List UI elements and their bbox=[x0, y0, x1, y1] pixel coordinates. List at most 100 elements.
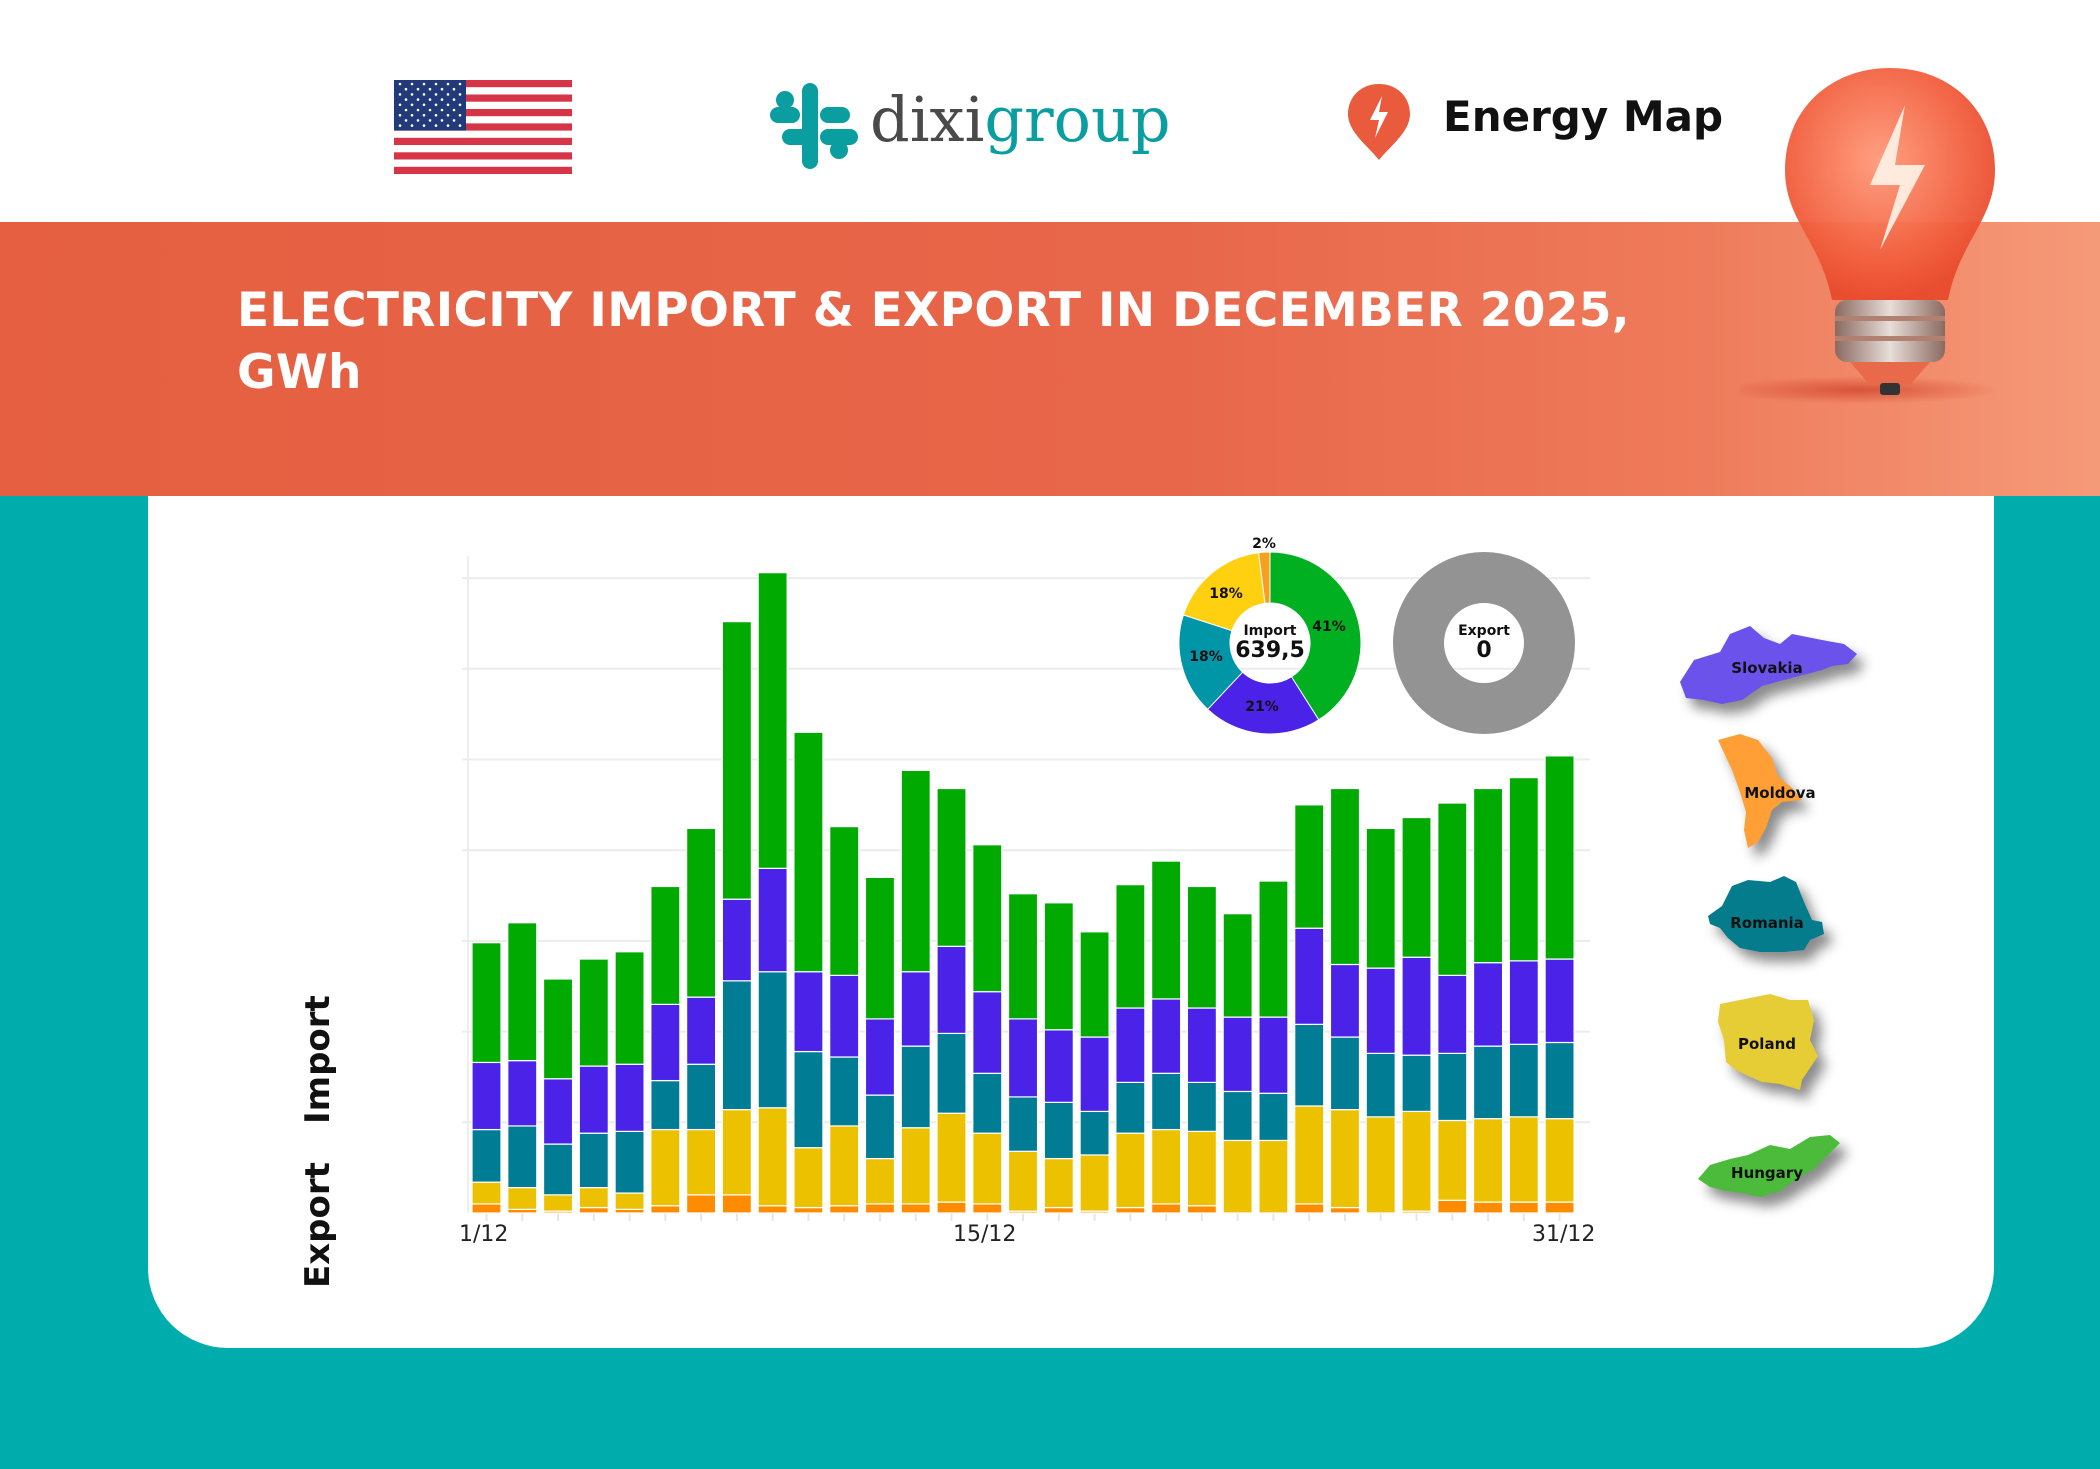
x-tick-label: 31/12 bbox=[1532, 1222, 1596, 1247]
bar-segment-poland bbox=[614, 1192, 645, 1210]
bar-segment-romania bbox=[1079, 1110, 1110, 1156]
bar-segment-hungary bbox=[900, 769, 931, 973]
legend-map-moldova-icon bbox=[1718, 734, 1802, 848]
bar-segment-slovakia bbox=[1186, 1007, 1218, 1083]
bar-segment-slovakia bbox=[1508, 960, 1539, 1045]
bar-segment-hungary bbox=[721, 621, 752, 900]
bar-segment-moldova bbox=[686, 1194, 717, 1214]
bar-segment-moldova bbox=[650, 1205, 681, 1214]
bar-segment-poland bbox=[650, 1128, 681, 1207]
title-banner bbox=[0, 222, 2100, 496]
bar-segment-poland bbox=[578, 1187, 609, 1209]
bar-segment-slovakia bbox=[650, 1003, 681, 1082]
legend-map-romania-icon bbox=[1708, 876, 1824, 952]
bar-segment-poland bbox=[1401, 1110, 1432, 1212]
bar-segment-hungary bbox=[793, 731, 824, 973]
legend-label-hungary: Hungary bbox=[1731, 1164, 1803, 1182]
country-shape bbox=[1680, 626, 1857, 704]
bar-segment-hungary bbox=[507, 922, 538, 1062]
bar-segment-romania bbox=[542, 1143, 574, 1196]
bar-segment-poland bbox=[542, 1194, 574, 1212]
pie-label-romania: 18% bbox=[1189, 649, 1223, 665]
bar-segment-hungary bbox=[1329, 787, 1361, 966]
bar-segment-poland bbox=[1079, 1154, 1110, 1212]
bar-segment-slovakia bbox=[1294, 927, 1325, 1025]
bar-segment-moldova bbox=[757, 1205, 788, 1214]
bar-segment-slovakia bbox=[1437, 974, 1468, 1054]
bar-segment-hungary bbox=[1294, 804, 1325, 929]
bar-segment-poland bbox=[936, 1112, 967, 1203]
bar-segment-romania bbox=[1222, 1090, 1253, 1142]
energy-map-pin-icon bbox=[1348, 84, 1410, 160]
bar-segment-slovakia bbox=[1007, 1018, 1039, 1098]
bar-segment-moldova bbox=[1544, 1201, 1575, 1214]
bar-segment-slovakia bbox=[1222, 1016, 1253, 1093]
bar-segment-romania bbox=[972, 1072, 1003, 1134]
country-shape bbox=[1718, 734, 1802, 848]
bar-segment-slovakia bbox=[1365, 967, 1396, 1054]
pie-label-poland: 18% bbox=[1209, 586, 1243, 602]
bar-segment-slovakia bbox=[507, 1060, 538, 1127]
bar-segment-poland bbox=[1258, 1139, 1289, 1214]
import-center-value: 639,5 bbox=[1235, 638, 1305, 663]
bar-segment-slovakia bbox=[542, 1078, 574, 1145]
bar-segment-moldova bbox=[1151, 1203, 1182, 1214]
bar-segment-hungary bbox=[1151, 860, 1182, 1000]
bar-segment-poland bbox=[900, 1127, 931, 1205]
bar-segment-moldova bbox=[1294, 1203, 1325, 1214]
bar-segment-romania bbox=[936, 1032, 967, 1114]
us-flag-icon[interactable] bbox=[394, 80, 572, 174]
pie-label-slovakia: 21% bbox=[1245, 699, 1279, 715]
bar-segment-hungary bbox=[1508, 777, 1539, 962]
bar-segment-hungary bbox=[650, 885, 681, 1005]
bar-segment-hungary bbox=[1437, 802, 1468, 976]
bar-segment-poland bbox=[686, 1128, 717, 1196]
bar-segment-poland bbox=[829, 1125, 860, 1207]
bar-segment-poland bbox=[793, 1147, 824, 1209]
legend-map-slovakia-icon bbox=[1680, 626, 1857, 704]
bar-segment-hungary bbox=[1186, 885, 1218, 1009]
bar-segment-romania bbox=[721, 980, 752, 1111]
bar-segment-slovakia bbox=[686, 996, 717, 1065]
bar-segment-romania bbox=[1365, 1052, 1396, 1118]
bar-segment-romania bbox=[757, 971, 788, 1109]
bar-segment-hungary bbox=[1472, 787, 1504, 964]
bar-segment-slovakia bbox=[471, 1061, 502, 1131]
bar-segment-hungary bbox=[686, 827, 717, 998]
export-center-label: Export bbox=[1458, 623, 1510, 639]
bar-segment-moldova bbox=[1329, 1206, 1361, 1214]
bar-segment-slovakia bbox=[578, 1065, 609, 1134]
bar-segment-moldova bbox=[721, 1194, 752, 1214]
bar-segment-poland bbox=[757, 1107, 788, 1207]
bar-segment-poland bbox=[721, 1109, 752, 1196]
bar-segment-moldova bbox=[1472, 1201, 1504, 1214]
bar-segment-poland bbox=[1294, 1105, 1325, 1205]
bar-segment-slovakia bbox=[936, 945, 967, 1035]
bar-segment-romania bbox=[864, 1094, 896, 1160]
x-tick-label: 15/12 bbox=[953, 1222, 1017, 1247]
bar-segment-moldova bbox=[972, 1203, 1003, 1214]
bar-segment-slovakia bbox=[1079, 1036, 1110, 1113]
bar-segment-poland bbox=[1043, 1157, 1074, 1209]
bar-segment-romania bbox=[1472, 1045, 1504, 1120]
bar-segment-hungary bbox=[1544, 755, 1575, 960]
bar-segment-romania bbox=[614, 1130, 645, 1194]
bar-segment-slovakia bbox=[1544, 958, 1575, 1044]
bar-segment-hungary bbox=[1115, 884, 1146, 1009]
legend-map-hungary-icon bbox=[1698, 1135, 1840, 1197]
bar-segment-romania bbox=[1401, 1054, 1432, 1113]
bar-segment-hungary bbox=[578, 958, 609, 1067]
page-title: ELECTRICITY IMPORT & EXPORT IN DECEMBER … bbox=[237, 283, 1630, 400]
energy-map-label: Energy Map bbox=[1443, 92, 1724, 141]
bar-segment-moldova bbox=[1508, 1201, 1539, 1214]
bar-segment-hungary bbox=[542, 978, 574, 1080]
bar-segment-moldova bbox=[1186, 1205, 1218, 1214]
bar-segment-slovakia bbox=[721, 898, 752, 982]
bar-segment-romania bbox=[686, 1063, 717, 1131]
bar-segment-hungary bbox=[1043, 902, 1074, 1031]
bar-segment-romania bbox=[578, 1132, 609, 1189]
legend-label-slovakia: Slovakia bbox=[1731, 659, 1803, 677]
bar-segment-poland bbox=[507, 1187, 538, 1210]
import-axis-label: Import bbox=[298, 995, 338, 1124]
bar-segment-romania bbox=[507, 1125, 538, 1189]
